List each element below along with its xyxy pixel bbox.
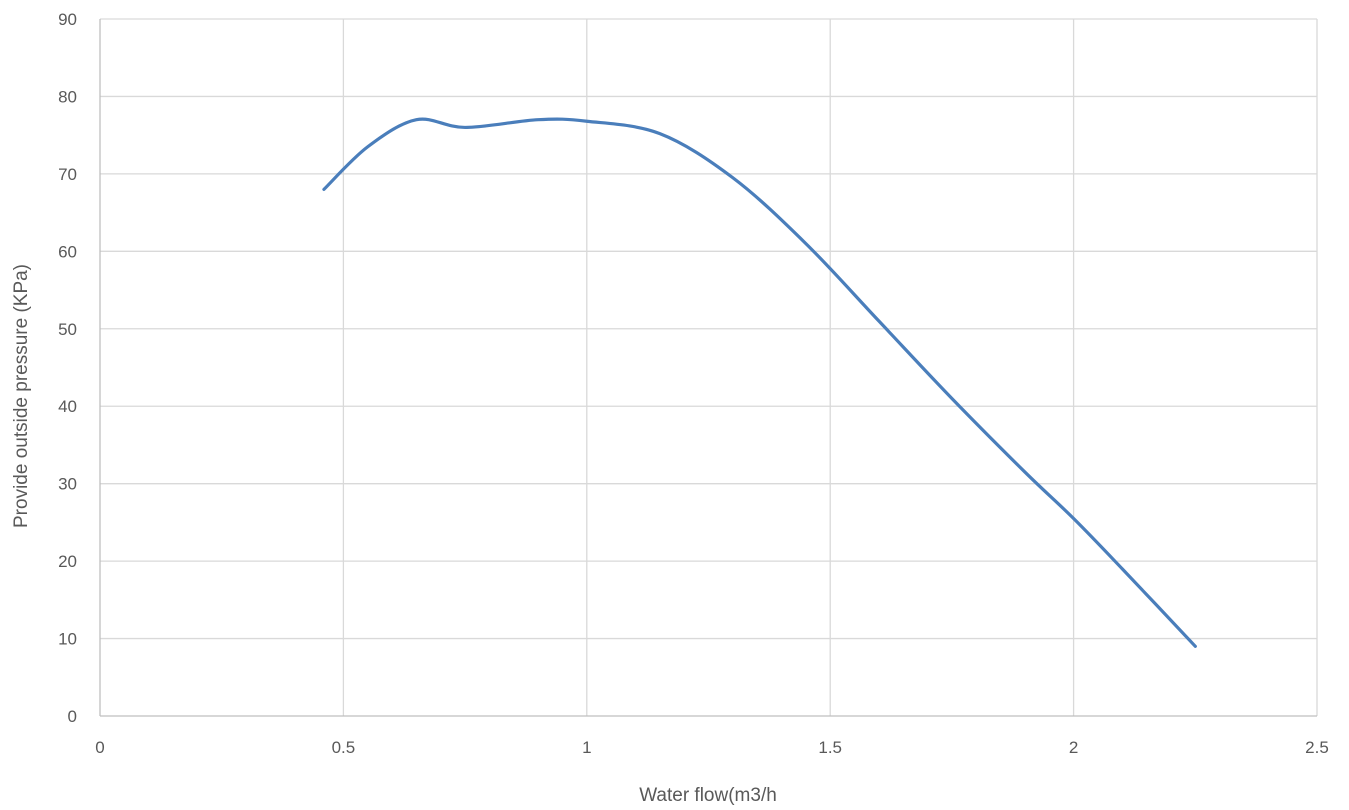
y-tick-label: 60 [58,242,77,261]
y-tick-label: 20 [58,552,77,571]
y-tick-label: 80 [58,87,77,106]
x-tick-label: 0 [95,738,104,757]
y-tick-label: 10 [58,630,77,649]
x-tick-labels: 0 0.5 1 1.5 2 2.5 [95,738,1329,757]
y-tick-label: 70 [58,165,77,184]
x-tick-label: 2.5 [1305,738,1329,757]
x-tick-label: 1.5 [818,738,842,757]
y-tick-label: 40 [58,397,77,416]
x-tick-label: 2 [1069,738,1078,757]
x-tick-label: 0.5 [332,738,356,757]
x-tick-label: 1 [582,738,591,757]
y-tick-label: 90 [58,10,77,29]
grid [100,18,1318,716]
y-tick-label: 30 [58,475,77,494]
series-line [322,117,1197,648]
y-axis-title: Provide outside pressure (KPa) [11,264,32,528]
y-tick-label: 0 [68,707,77,726]
x-axis-title: Water flow(m3/h [639,785,777,806]
series [322,117,1197,648]
axes [99,19,1317,717]
y-tick-label: 50 [58,320,77,339]
y-tick-labels: 0 10 20 30 40 50 60 70 80 90 [58,10,77,726]
